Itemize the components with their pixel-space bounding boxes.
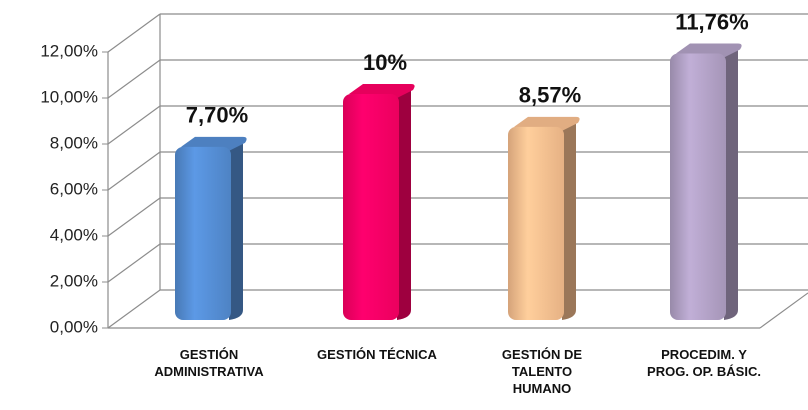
grid-line	[107, 105, 161, 145]
data-label: 11,76%	[675, 9, 748, 34]
y-tick-label: 2,00%	[50, 271, 98, 290]
x-tick-label: GESTIÓN ADMINISTRATIVA	[154, 347, 264, 379]
bar-side	[562, 120, 576, 320]
x-tick-label: PROCEDIM. Y PROG. OP. BÁSIC.	[647, 347, 761, 379]
y-tick-label: 0,00%	[50, 317, 98, 336]
grid-line	[107, 59, 161, 99]
bar-side	[724, 47, 738, 321]
x-tick-label: GESTIÓN DE TALENTO HUMANO	[501, 347, 583, 396]
floor-right	[759, 292, 808, 329]
grid-line	[107, 197, 161, 237]
data-label: 8,57%	[519, 83, 581, 108]
y-tick-label: 4,00%	[50, 225, 98, 244]
bar-side	[229, 140, 243, 320]
y-tick-label: 6,00%	[50, 179, 98, 198]
bar	[175, 136, 247, 320]
bar	[670, 43, 742, 321]
y-tick-label: 8,00%	[50, 133, 98, 152]
bar	[343, 84, 415, 320]
data-label: 10%	[363, 50, 407, 75]
data-label: 7,70%	[186, 103, 248, 128]
bar-front	[343, 94, 399, 320]
bar	[508, 116, 580, 320]
grid-line	[107, 151, 161, 191]
grid-line	[107, 243, 161, 283]
y-tick-label: 12,00%	[40, 41, 98, 60]
x-tick-label: GESTIÓN TÉCNICA	[317, 347, 437, 362]
bar-front	[175, 146, 231, 320]
bar-front	[670, 53, 726, 321]
y-tick-label: 10,00%	[40, 87, 98, 106]
grid-line	[107, 289, 161, 329]
bar-front	[508, 126, 564, 320]
bar-side	[397, 88, 411, 320]
grid-line	[107, 13, 161, 53]
